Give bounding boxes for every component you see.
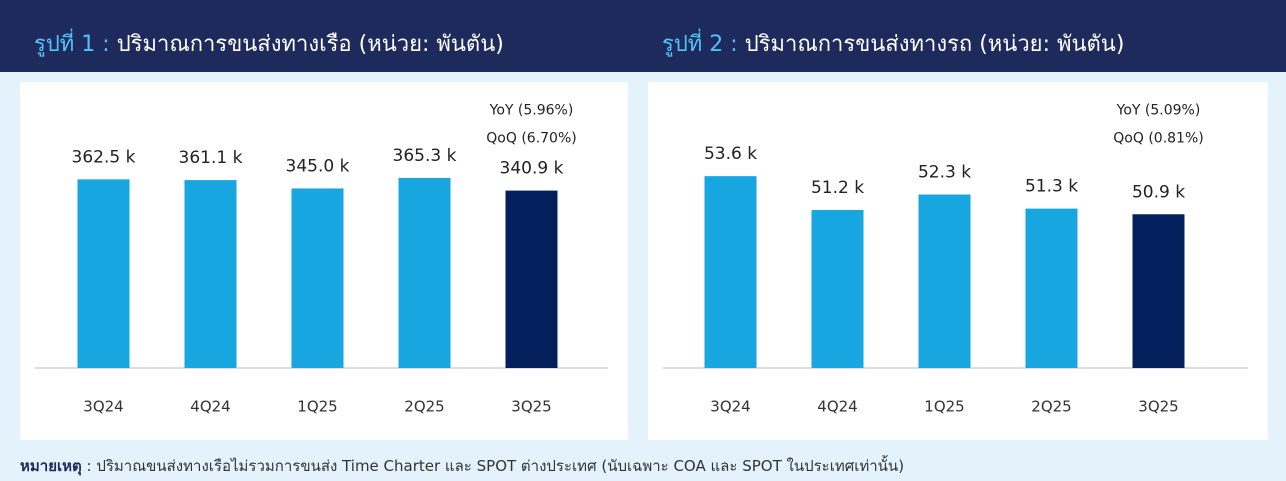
bar: [918, 194, 971, 368]
bar: [1132, 214, 1185, 368]
annotation: QoQ (6.70%): [486, 131, 576, 147]
chart-title: รูปที่ 2 : ปริมาณการขนส่งทางรถ (หน่วย: พ…: [662, 28, 1124, 57]
data-label: 345.0 k: [286, 156, 350, 176]
x-tick-label: 2Q25: [404, 398, 444, 416]
data-label: 51.2 k: [811, 178, 864, 198]
bar: [291, 188, 344, 368]
x-tick-label: 4Q24: [190, 398, 230, 416]
note: หมายเหตุ : ปริมาณขนส่งทางเรือไม่รวมการขน…: [20, 455, 904, 476]
note-label: หมายเหตุ: [20, 457, 82, 476]
x-tick-label: 2Q25: [1031, 398, 1071, 416]
annotation: QoQ (0.81%): [1113, 130, 1203, 146]
bar: [398, 177, 451, 368]
note-text: : ปริมาณขนส่งทางเรือไม่รวมการขนส่ง Time …: [82, 455, 904, 475]
bar: [505, 190, 558, 368]
x-tick-label: 3Q24: [710, 398, 750, 416]
annotation: YoY (5.09%): [1116, 102, 1201, 118]
title-text: ปริมาณการขนส่งทางเรือ (หน่วย: พันตัน): [117, 32, 504, 57]
x-tick-label: 1Q25: [924, 398, 964, 416]
header-bar: [0, 0, 1286, 72]
x-tick-label: 4Q24: [817, 398, 857, 416]
title-prefix: รูปที่ 2 :: [662, 28, 738, 57]
data-label: 362.5 k: [72, 147, 136, 167]
title-text: ปริมาณการขนส่งทางรถ (หน่วย: พันตัน): [745, 32, 1125, 57]
data-label: 50.9 k: [1132, 182, 1185, 202]
bar: [811, 210, 864, 368]
data-label: 52.3 k: [918, 163, 971, 183]
annotation: YoY (5.96%): [489, 103, 574, 119]
bar: [1025, 208, 1078, 368]
data-label: 365.3 k: [393, 146, 457, 166]
bar: [77, 179, 130, 368]
bar: [704, 176, 757, 368]
chart-title: รูปที่ 1 : ปริมาณการขนส่งทางเรือ (หน่วย:…: [34, 28, 504, 57]
data-label: 340.9 k: [500, 159, 564, 179]
x-tick-label: 3Q25: [1138, 398, 1178, 416]
data-label: 53.6 k: [704, 144, 757, 164]
x-tick-label: 1Q25: [297, 398, 337, 416]
data-label: 361.1 k: [179, 148, 243, 168]
x-tick-label: 3Q25: [511, 398, 551, 416]
bar: [184, 180, 237, 368]
title-prefix: รูปที่ 1 :: [34, 28, 110, 57]
x-tick-label: 3Q24: [83, 398, 123, 416]
data-label: 51.3 k: [1025, 177, 1078, 197]
